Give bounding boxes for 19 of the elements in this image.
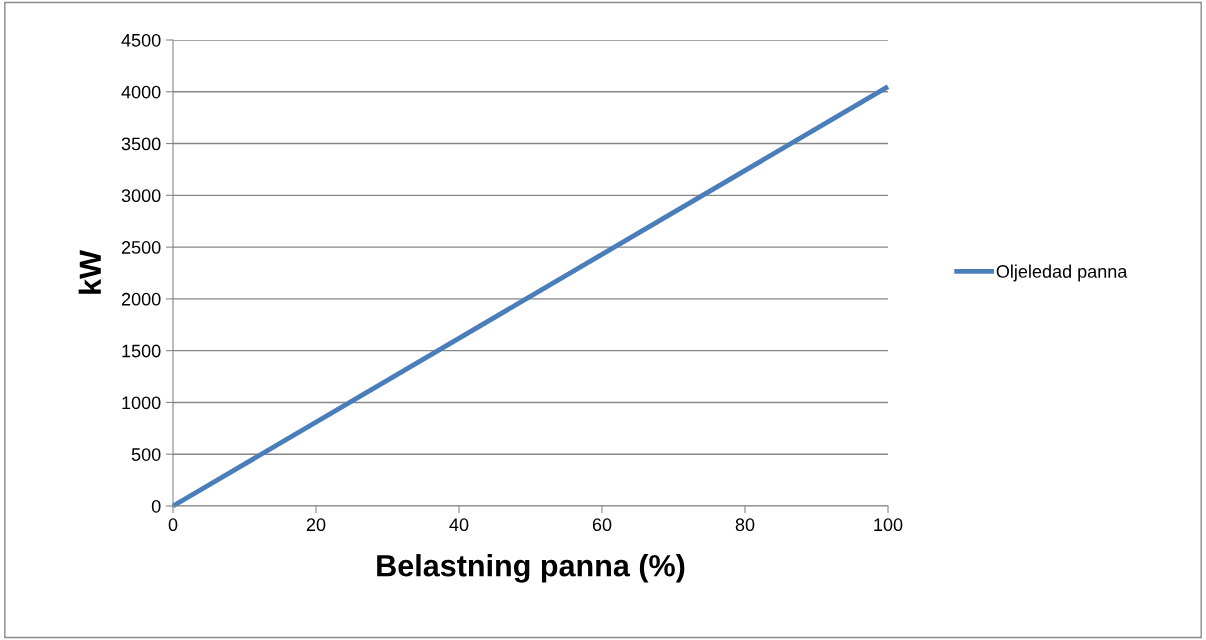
y-axis-title: kW <box>78 250 101 294</box>
x-tick-label: 100 <box>874 518 903 532</box>
y-tick-label: 4000 <box>121 85 161 99</box>
y-tick-label: 0 <box>151 499 161 513</box>
y-tick-label: 1500 <box>122 344 161 358</box>
x-tick-label: 40 <box>449 518 469 532</box>
y-tick-label: 4500 <box>121 33 161 47</box>
y-tick-label: 500 <box>131 448 161 461</box>
y-tick-label: 2000 <box>121 292 161 306</box>
x-tick-label: 20 <box>306 518 326 532</box>
y-tick-label: 3000 <box>121 189 161 203</box>
y-tick-label: 1000 <box>122 396 161 410</box>
legend-label: Oljeledad panna <box>996 264 1128 282</box>
y-tick-label: 3500 <box>121 137 161 151</box>
x-tick-label: 0 <box>168 518 178 532</box>
x-tick-label: 60 <box>592 518 612 532</box>
x-axis-title: Belastning panna (%) <box>377 554 685 583</box>
y-tick-label: 2500 <box>121 241 161 254</box>
x-tick-label: 80 <box>735 518 755 532</box>
